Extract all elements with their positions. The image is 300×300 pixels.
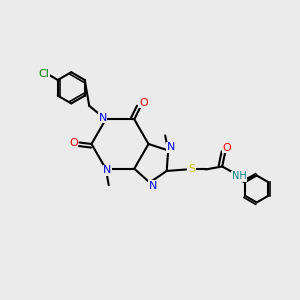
Text: S: S [188,164,195,175]
Text: NH: NH [232,171,247,182]
Text: N: N [167,142,176,152]
Text: N: N [99,113,107,123]
Text: N: N [103,165,111,175]
Text: O: O [222,142,231,153]
Text: O: O [139,98,148,108]
Text: O: O [69,137,78,148]
Text: N: N [148,181,157,190]
Text: Cl: Cl [38,69,49,79]
